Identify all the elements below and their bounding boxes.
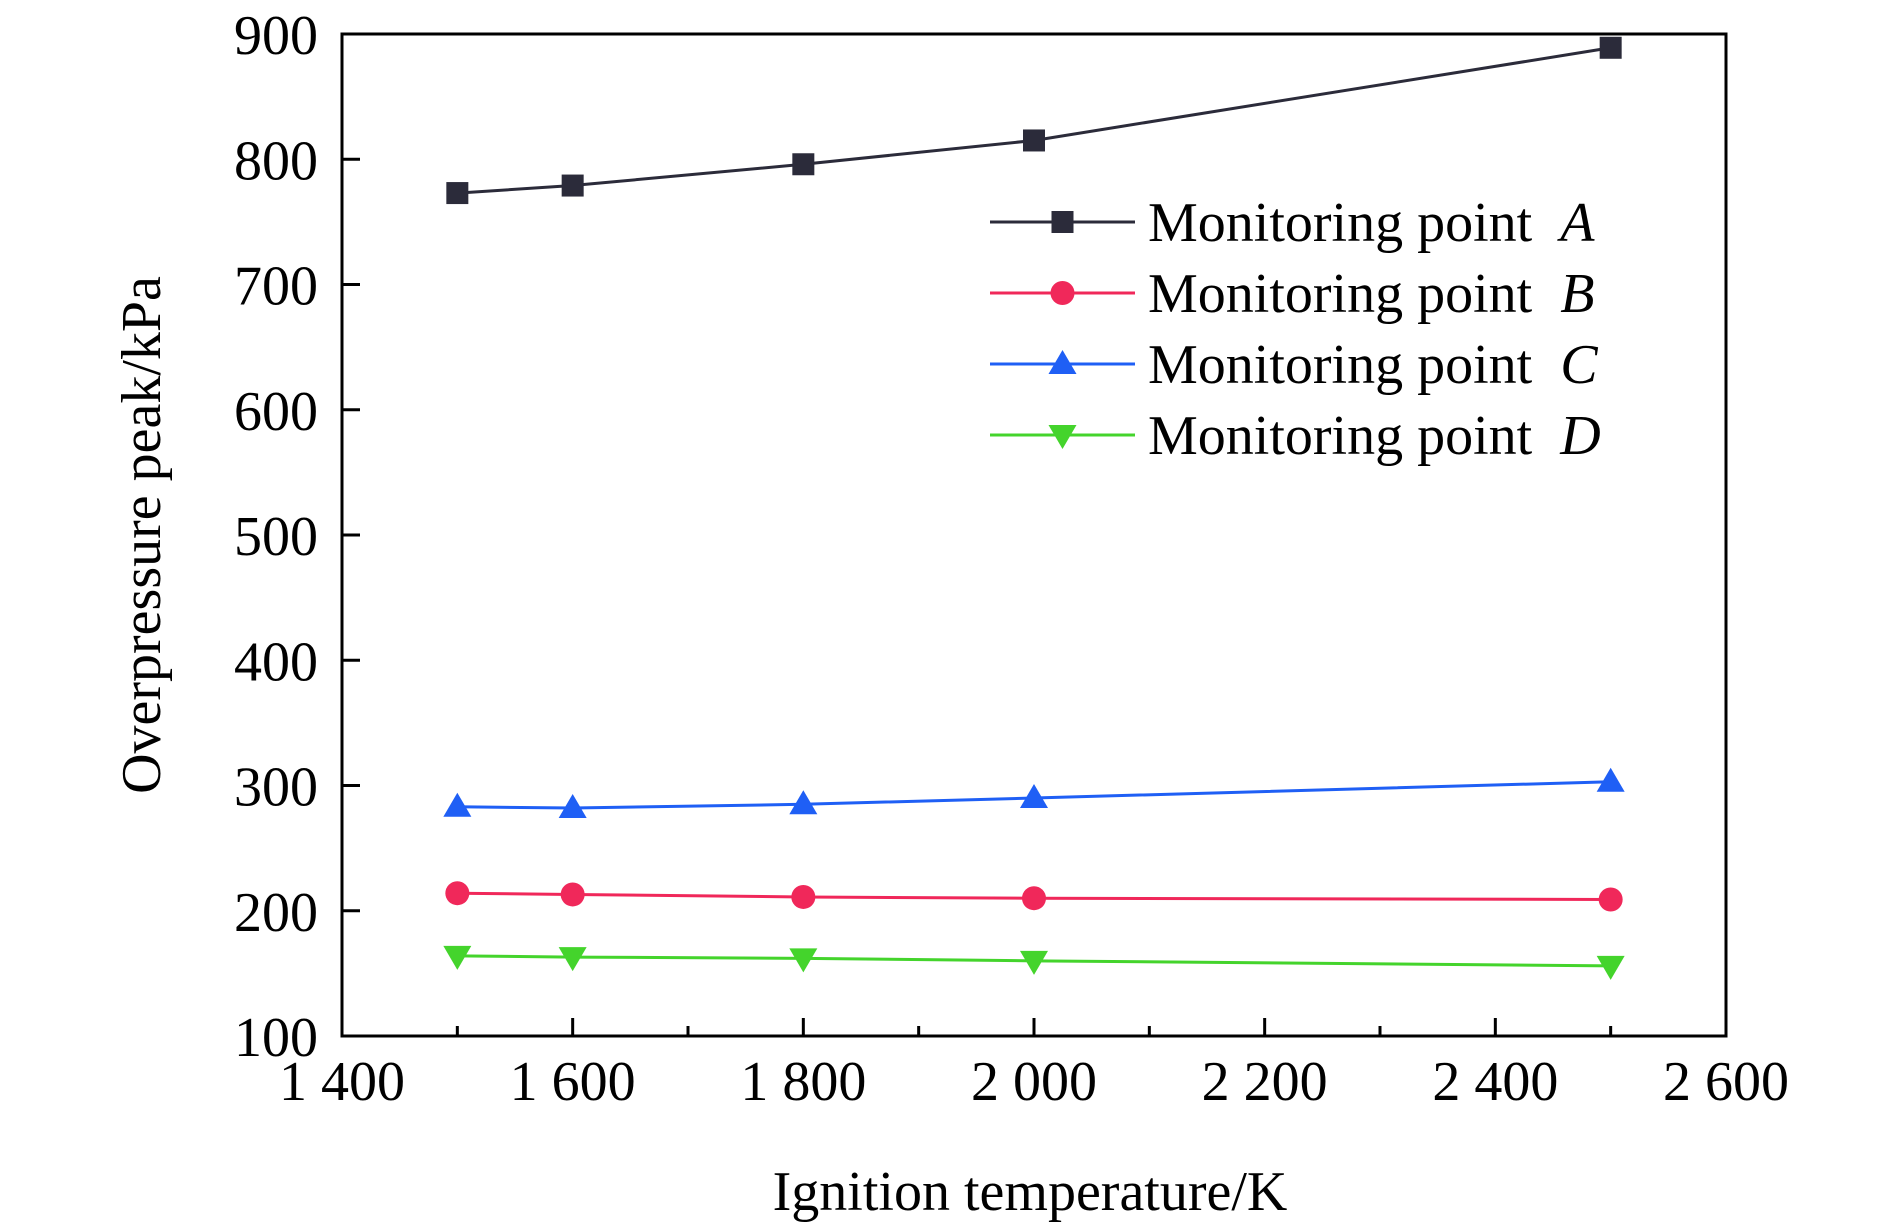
legend-item: Monitoring point B [990,263,1594,325]
legend-marker [1051,211,1074,233]
data-point [792,153,815,176]
data-point [446,182,469,205]
data-point [1020,784,1048,809]
legend-label-point: C [1560,334,1598,396]
legend-label-point: D [1559,405,1600,467]
legend-label: Monitoring point D [1148,405,1601,467]
x-tick-label: 1 400 [279,1051,405,1113]
data-point [443,792,472,817]
y-tick-label: 900 [234,5,318,67]
legend-marker [1050,281,1075,305]
data-point [1596,955,1625,980]
data-point [791,884,816,909]
x-axis-title: Ignition temperature/K [773,1161,1288,1223]
data-point [789,790,818,815]
data-point [789,948,818,973]
series-c [443,767,1625,819]
series-line [457,46,1611,195]
y-tick-label: 200 [234,882,318,944]
legend-label: Monitoring point C [1148,334,1598,396]
data-point [558,794,587,819]
y-tick-label: 300 [234,757,318,819]
series-layer [443,36,1625,980]
x-tick-label: 2 600 [1663,1051,1789,1113]
legend-label-prefix: Monitoring point [1148,334,1546,396]
data-point [560,882,585,907]
legend-label-point: B [1560,263,1594,325]
plot-frame [340,32,1728,1038]
series-b [445,881,1623,912]
series-a [446,36,1622,205]
legend-label-prefix: Monitoring point [1148,405,1546,467]
x-tick-label: 1 600 [510,1051,636,1113]
y-tick-label: 700 [234,256,318,318]
y-tick-label: 500 [234,506,318,568]
data-point [445,881,470,906]
legend-item: Monitoring point A [990,192,1595,254]
legend-marker [1048,350,1077,374]
data-point [1596,767,1625,792]
data-point [558,947,587,972]
legend-label-prefix: Monitoring point [1148,263,1546,325]
y-axis-title: Overpressure peak/kPa [111,276,173,794]
legend-label-point: A [1556,192,1595,254]
legend-label-prefix: Monitoring point [1148,192,1546,254]
x-tick-label: 2 000 [971,1051,1097,1113]
legend-label: Monitoring point B [1148,263,1594,325]
y-tick-label: 100 [234,1007,318,1069]
x-tick-label: 2 200 [1202,1051,1328,1113]
legend-label: Monitoring point A [1148,192,1595,254]
data-point [561,174,584,197]
legend-item: Monitoring point C [990,334,1598,396]
x-tick-label: 2 400 [1432,1051,1558,1113]
data-point [1598,887,1623,912]
y-tick-label: 400 [234,631,318,693]
data-point [1023,129,1045,152]
legend-marker [1048,425,1077,449]
y-tick-label: 800 [234,130,318,192]
axes: 1 400 1 600 1 800 2 000 2 200 2 400 2 600 100 20… [234,5,1789,1113]
series-d [443,945,1625,980]
data-point [1022,886,1046,911]
data-point [1599,36,1622,59]
x-tick-label: 1 800 [740,1051,866,1113]
data-point [1020,950,1048,975]
data-point [443,945,472,970]
y-tick-label: 600 [234,381,318,443]
legend-item: Monitoring point D [990,405,1601,467]
